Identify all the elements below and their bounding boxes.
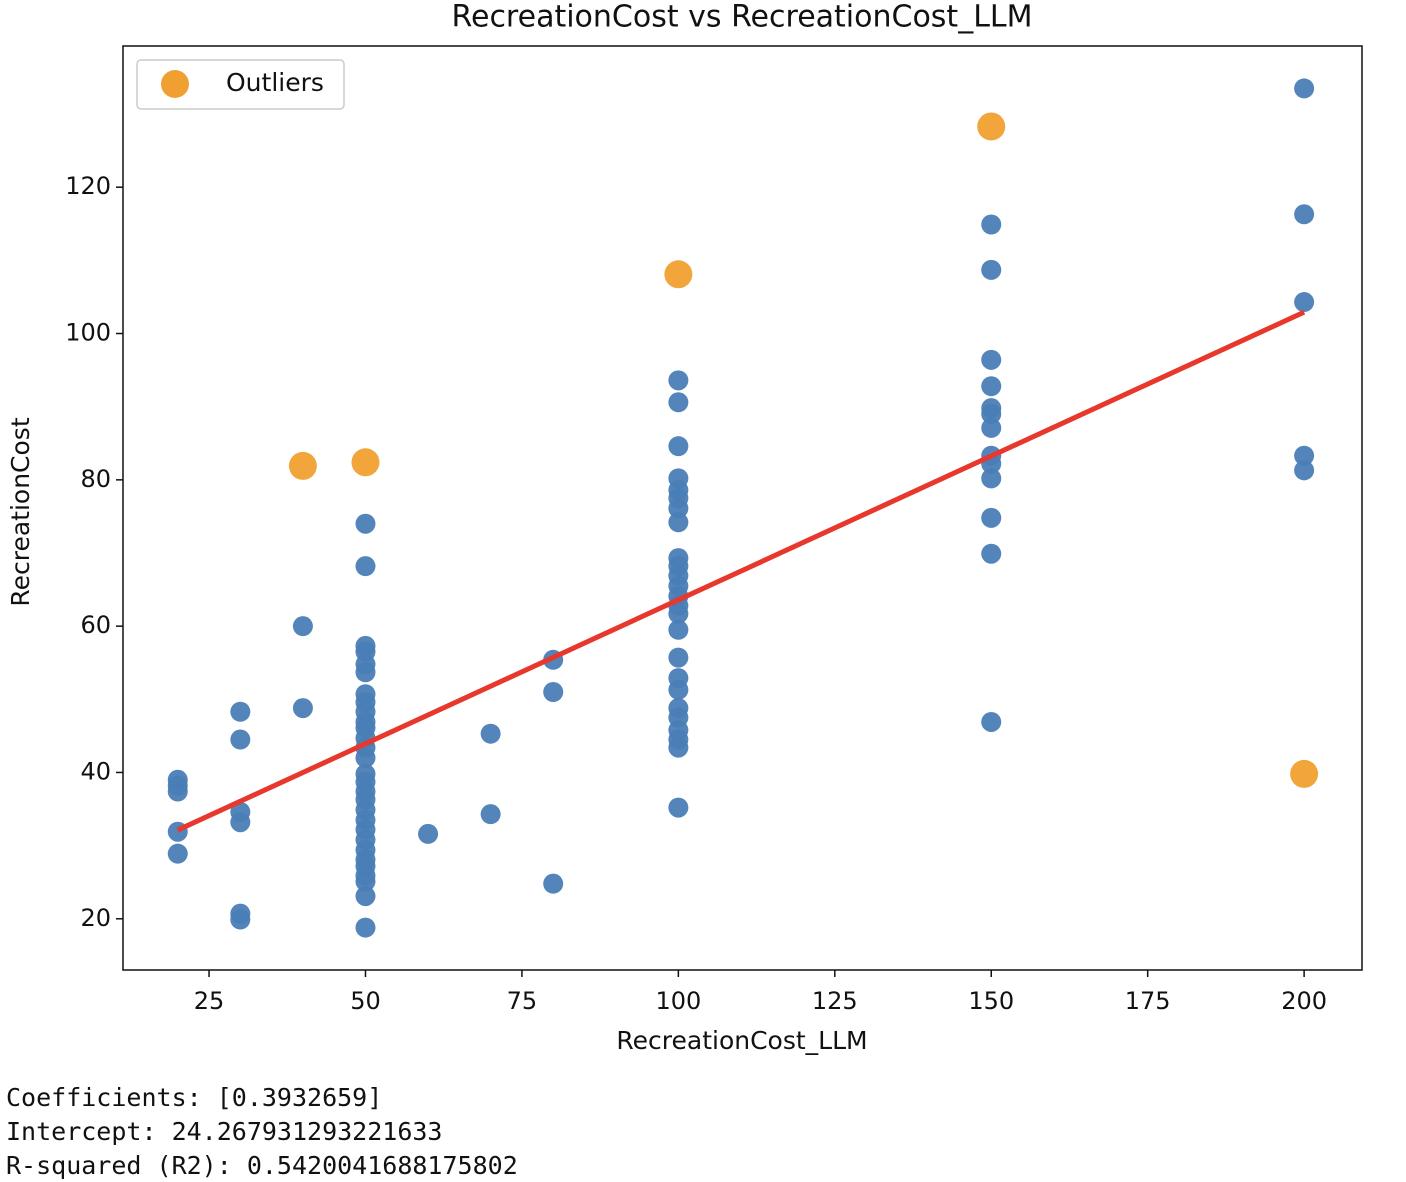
y-tick-label: 40 [80, 757, 111, 785]
point [292, 616, 313, 637]
point [355, 747, 376, 768]
point [167, 781, 188, 802]
y-tick-label: 80 [80, 465, 111, 493]
point [981, 417, 1002, 438]
point [668, 512, 689, 533]
outlier-point [664, 260, 693, 289]
y-axis-label: RecreationCost [6, 417, 35, 606]
x-tick-label: 125 [812, 987, 858, 1015]
point [230, 729, 251, 750]
point [668, 737, 689, 758]
point [981, 403, 1002, 424]
point [1294, 78, 1315, 99]
point [668, 392, 689, 413]
point [230, 701, 251, 722]
legend-marker [161, 70, 189, 98]
regression-line [176, 309, 1306, 833]
point [668, 647, 689, 668]
y-tick-label: 60 [80, 611, 111, 639]
point [292, 698, 313, 719]
point [355, 886, 376, 907]
legend-box [136, 59, 345, 110]
x-tick-label: 100 [655, 987, 701, 1015]
legend-label: Outliers [226, 68, 324, 97]
point [981, 259, 1002, 280]
x-tick-label: 175 [1125, 987, 1171, 1015]
point [981, 349, 1002, 370]
point [230, 909, 251, 930]
point [668, 797, 689, 818]
point [167, 843, 188, 864]
output-line: R-squared (R2): 0.5420041688175802 [6, 1151, 518, 1180]
point [355, 556, 376, 577]
x-tick-label: 50 [350, 987, 381, 1015]
chart-title: RecreationCost vs RecreationCost_LLM [451, 0, 1032, 35]
x-tick-label: 75 [507, 987, 538, 1015]
point [668, 679, 689, 700]
point [355, 871, 376, 892]
legend: Outliers [136, 59, 345, 110]
x-axis-label: RecreationCost_LLM [616, 1026, 867, 1055]
outlier-point [351, 448, 380, 477]
point [355, 662, 376, 683]
point [668, 619, 689, 640]
point [355, 917, 376, 938]
point [981, 507, 1002, 528]
point [668, 370, 689, 391]
point [981, 543, 1002, 564]
point [480, 723, 501, 744]
point [1294, 204, 1315, 225]
outlier-point [1290, 759, 1319, 788]
point [981, 214, 1002, 235]
point [981, 468, 1002, 489]
point [418, 823, 439, 844]
y-tick-label: 20 [80, 904, 111, 932]
output-line: Coefficients: [0.3932659] [6, 1083, 382, 1112]
point [668, 603, 689, 624]
output-line: Intercept: 24.267931293221633 [6, 1117, 443, 1146]
y-tick-label: 120 [65, 172, 111, 200]
y-tick-label: 100 [65, 319, 111, 347]
outlier-point [288, 451, 317, 480]
x-tick-label: 200 [1281, 987, 1327, 1015]
outlier-point [977, 112, 1006, 141]
x-tick-label: 150 [968, 987, 1014, 1015]
point [668, 498, 689, 519]
point [355, 513, 376, 534]
plot-area [122, 45, 1363, 971]
point [1294, 445, 1315, 466]
point [1294, 460, 1315, 481]
point [230, 812, 251, 833]
point [668, 436, 689, 457]
point [480, 804, 501, 825]
point [981, 711, 1002, 732]
point [543, 873, 564, 894]
point [981, 376, 1002, 397]
x-tick-label: 25 [194, 987, 225, 1015]
point [1294, 292, 1315, 313]
point [543, 681, 564, 702]
